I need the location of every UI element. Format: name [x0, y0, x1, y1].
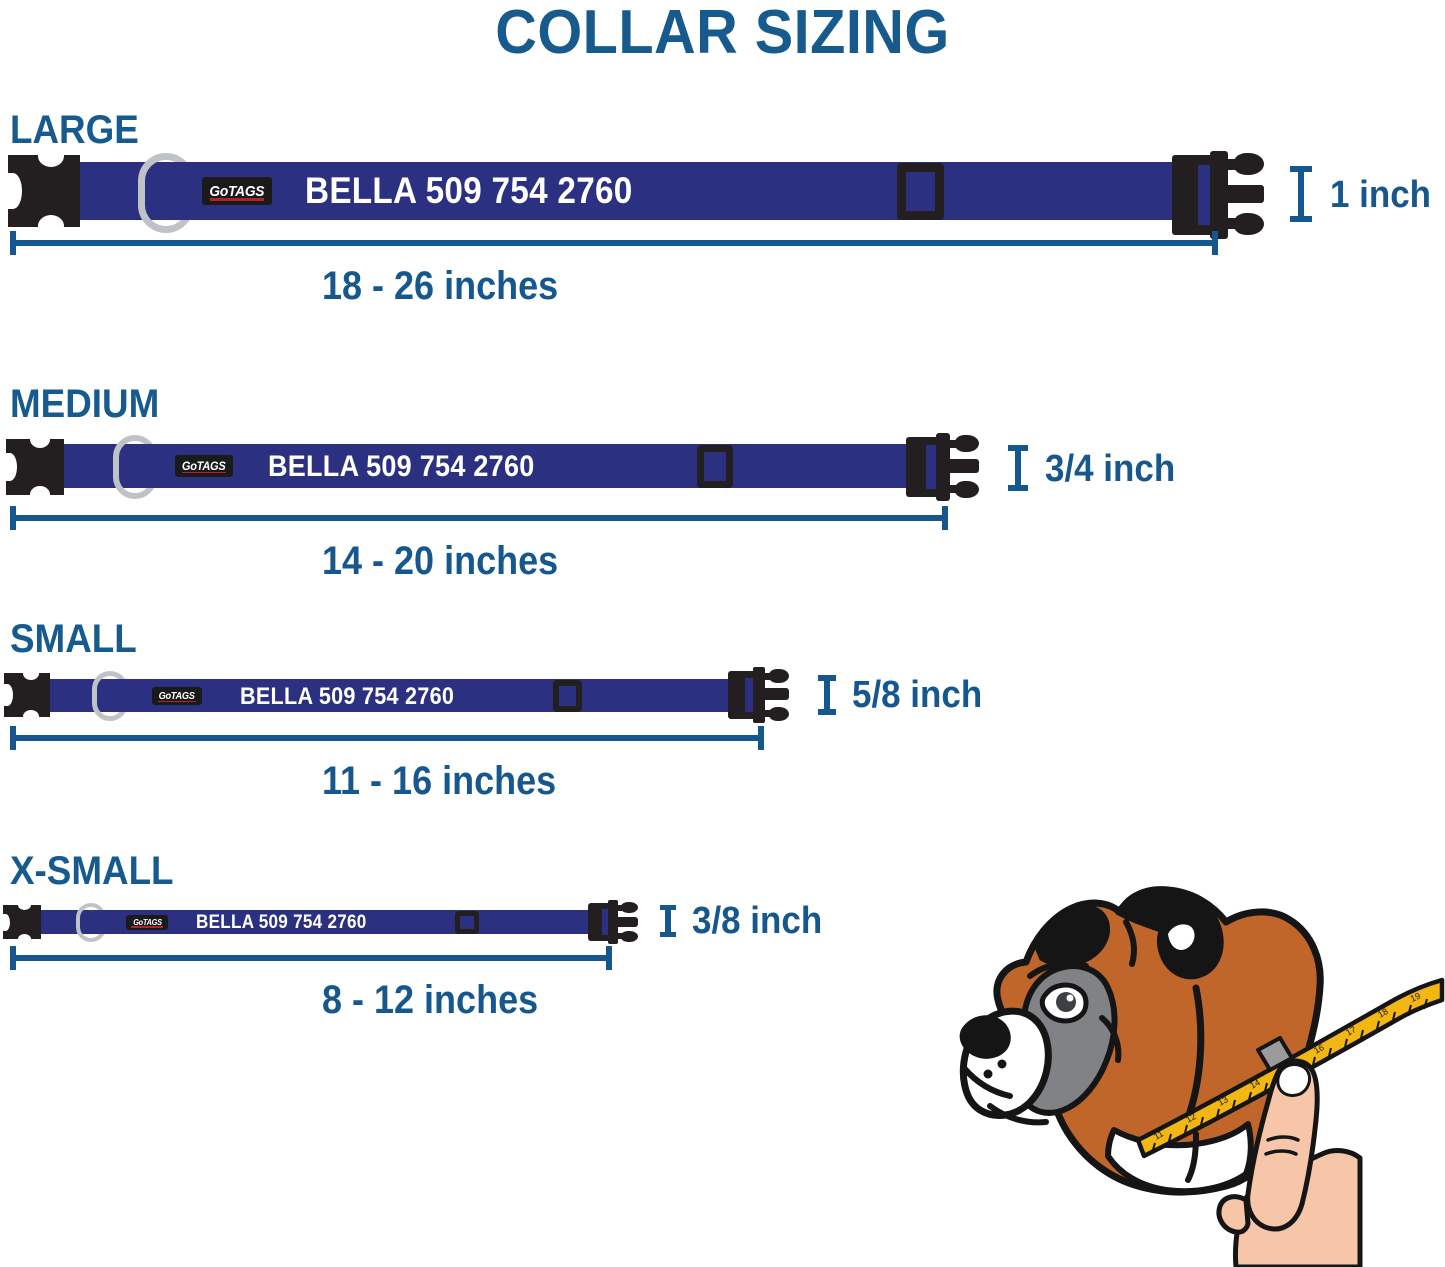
hand-fingernail — [1276, 1063, 1312, 1098]
dog-cheek-fold — [1099, 1015, 1122, 1063]
collar-graphic-medium: GoTAGS BELLA 509 754 2760 — [0, 431, 990, 505]
svg-text:17: 17 — [1344, 1024, 1358, 1038]
length-dimension-cap-left — [10, 231, 16, 255]
slider-adjuster-icon — [897, 163, 944, 220]
buckle-left-icon — [1, 900, 41, 944]
brand-logo-tag: GoTAGS — [126, 915, 168, 930]
svg-text:13: 13 — [1216, 1094, 1230, 1108]
svg-text:11: 11 — [1152, 1128, 1165, 1141]
length-label-medium: 14 - 20 inches — [322, 539, 559, 583]
length-dimension-line-large — [10, 240, 1218, 246]
length-dimension-cap-left — [10, 726, 16, 750]
size-row-small: SMALL GoTAGS BELLA 509 754 2760 — [0, 477, 1445, 803]
dog-neck-fold — [1186, 984, 1205, 1116]
collar-engraved-text: BELLA 509 754 2760 — [196, 912, 367, 933]
buckle-right-icon — [906, 433, 990, 501]
slider-adjuster-icon — [553, 680, 582, 712]
length-dimension-cap-right — [942, 506, 948, 530]
buckle-left-icon — [2, 667, 50, 723]
collar-strap — [32, 679, 750, 712]
size-label-large: LARGE — [10, 108, 139, 152]
dog-jowl-line-1 — [961, 1065, 1013, 1099]
width-indicator-small — [818, 675, 836, 715]
dog-eye-pupil — [1056, 992, 1076, 1012]
size-row-x-small: X-SMALL GoTAGS BELLA 509 754 2760 — [0, 715, 1445, 1035]
dog-ear-right-inner-highlight — [1168, 924, 1195, 950]
collar-graphic-large: GoTAGS BELLA 509 754 2760 — [0, 145, 1270, 239]
svg-text:12: 12 — [1184, 1111, 1198, 1125]
buckle-right-icon — [588, 900, 646, 944]
hand-knuckle-crease — [1266, 1135, 1300, 1142]
length-label-large: 18 - 26 inches — [322, 264, 559, 308]
dog-brow-fold — [1027, 960, 1089, 979]
brand-logo-tag: GoTAGS — [202, 177, 272, 205]
length-dimension-line-x-small — [10, 955, 612, 961]
length-dimension-line-small — [10, 735, 764, 741]
hand-thumb — [1216, 1194, 1251, 1235]
size-label-x-small: X-SMALL — [10, 849, 174, 893]
dog-ear-left — [1035, 905, 1110, 967]
brand-logo-text: GoTAGS — [209, 182, 265, 200]
width-label-x-small: 3/8 inch — [692, 900, 823, 942]
buckle-right-icon — [1172, 151, 1272, 239]
buckle-left-icon — [4, 145, 80, 237]
length-dimension-cap-left — [10, 946, 16, 970]
width-label-medium: 3/4 inch — [1045, 448, 1176, 490]
page-title: COLLAR SIZING — [495, 0, 950, 67]
length-label-x-small: 8 - 12 inches — [322, 978, 539, 1022]
length-dimension-cap-right — [606, 946, 612, 970]
width-label-large: 1 inch — [1330, 174, 1432, 216]
dog-whisker-dot — [983, 1069, 993, 1079]
collar-strap-over-dring — [130, 444, 178, 488]
width-indicator-x-small — [660, 905, 676, 937]
slider-adjuster-icon — [455, 911, 479, 934]
brand-logo-text: GoTAGS — [159, 690, 195, 702]
collar-strap-over-dring — [106, 679, 144, 712]
boxer-dog-measurement-illustration: 11 12 13 14 15 16 17 18 19 — [930, 868, 1445, 1267]
collar-graphic-small: GoTAGS BELLA 509 754 2760 — [0, 667, 800, 725]
hand-knuckle-crease — [1264, 1149, 1298, 1156]
dog-whisker-dot — [981, 1049, 991, 1059]
width-indicator-medium — [1008, 445, 1028, 491]
slider-adjuster-icon — [697, 445, 733, 488]
dog-neck-fold-2 — [1185, 1131, 1199, 1183]
width-indicator-large — [1290, 166, 1312, 222]
dog-jowl-line-2 — [987, 1103, 1049, 1126]
collar-engraved-text: BELLA 509 754 2760 — [240, 683, 455, 710]
brand-logo-text: GoTAGS — [182, 459, 226, 473]
length-label-small: 11 - 16 inches — [322, 759, 557, 803]
size-label-small: SMALL — [10, 617, 137, 661]
dog-nose — [959, 1015, 1011, 1059]
buckle-left-icon — [3, 431, 64, 503]
dog-whisker-dot — [997, 1059, 1007, 1069]
svg-text:19: 19 — [1409, 991, 1422, 1004]
width-label-small: 5/8 inch — [852, 674, 983, 716]
collar-engraved-text: BELLA 509 754 2760 — [305, 170, 633, 211]
size-row-large: LARGE GoTAGS BELLA 509 754 2760 — [0, 0, 1445, 320]
length-dimension-line-medium — [10, 515, 948, 521]
svg-text:18: 18 — [1376, 1006, 1390, 1020]
collar-engraved-text: BELLA 509 754 2760 — [268, 450, 535, 483]
svg-text:16: 16 — [1312, 1042, 1326, 1056]
dog-eye-highlight — [1066, 994, 1074, 1002]
dog-forehead-crease — [1123, 919, 1137, 967]
length-dimension-cap-right — [1212, 231, 1218, 255]
buckle-right-icon — [728, 667, 798, 723]
collar-graphic-x-small: GoTAGS BELLA 509 754 2760 — [0, 897, 650, 945]
length-dimension-cap-right — [758, 726, 764, 750]
size-label-medium: MEDIUM — [10, 382, 160, 426]
length-dimension-cap-left — [10, 506, 16, 530]
measuring-tape-numbers: 11 12 13 14 15 16 17 18 19 — [1152, 991, 1422, 1142]
collar-strap-over-dring — [88, 910, 118, 934]
brand-logo-tag: GoTAGS — [175, 455, 233, 477]
collar-strap — [26, 910, 608, 934]
svg-text:14: 14 — [1248, 1077, 1262, 1091]
brand-logo-tag: GoTAGS — [152, 687, 202, 705]
size-row-medium: MEDIUM GoTAGS BELLA 509 754 2760 — [0, 237, 1445, 583]
hand-index-finger — [1245, 1058, 1320, 1232]
hand-holding-tape — [1216, 1058, 1363, 1267]
brand-logo-text: GoTAGS — [132, 918, 162, 927]
